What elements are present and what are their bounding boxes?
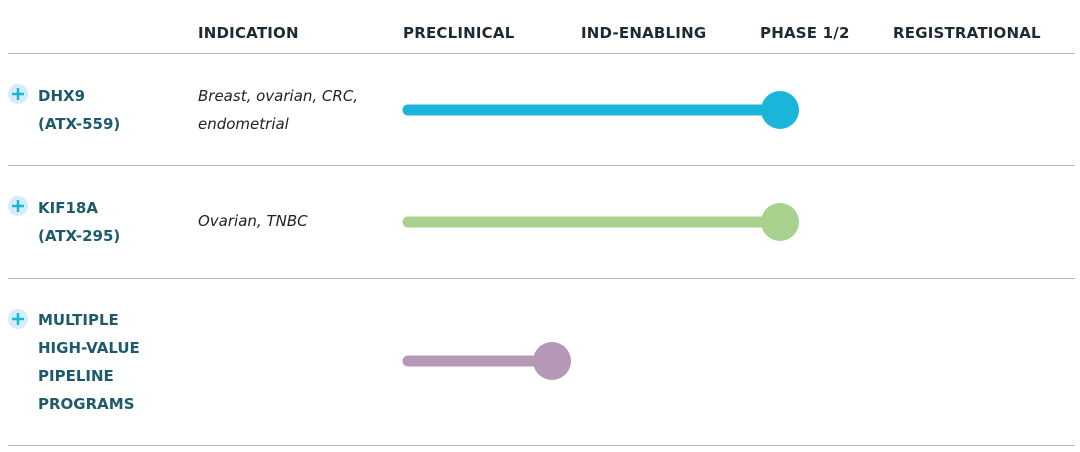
name-line: (ATX-559) <box>38 115 121 133</box>
name-line: PROGRAMS <box>38 395 135 413</box>
name-line: KIF18A <box>38 199 98 217</box>
indication: Breast, ovarian, CRC, endometrial <box>198 82 358 138</box>
expand-button[interactable] <box>8 309 28 329</box>
program-name[interactable]: DHX9 (ATX-559) <box>38 82 120 138</box>
column-header: PRECLINICAL <box>403 24 515 42</box>
name-line: MULTIPLE <box>38 311 119 329</box>
expand-button[interactable] <box>8 84 28 104</box>
divider <box>8 165 1075 166</box>
indication-line: Ovarian, TNBC <box>198 212 308 230</box>
indication-line: endometrial <box>198 115 289 133</box>
program-name[interactable]: MULTIPLE HIGH-VALUE PIPELINE PROGRAMS <box>38 306 140 418</box>
divider <box>8 278 1075 279</box>
indication-line: Breast, ovarian, CRC, <box>198 87 359 105</box>
divider <box>8 53 1075 54</box>
indication: Ovarian, TNBC <box>198 207 308 235</box>
name-line: (ATX-295) <box>38 227 121 245</box>
expand-button[interactable] <box>8 196 28 216</box>
name-line: PIPELINE <box>38 367 114 385</box>
column-header: IND-ENABLING <box>581 24 707 42</box>
name-line: DHX9 <box>38 87 86 105</box>
progress-bar <box>402 342 571 380</box>
progress-bar <box>402 91 799 129</box>
column-header: REGISTRATIONAL <box>893 24 1041 42</box>
column-header: INDICATION <box>198 24 299 42</box>
program-name[interactable]: KIF18A (ATX-295) <box>38 194 120 250</box>
divider <box>8 445 1075 446</box>
name-line: HIGH-VALUE <box>38 339 140 357</box>
column-header: PHASE 1/2 <box>760 24 850 42</box>
progress-bar <box>402 203 799 241</box>
